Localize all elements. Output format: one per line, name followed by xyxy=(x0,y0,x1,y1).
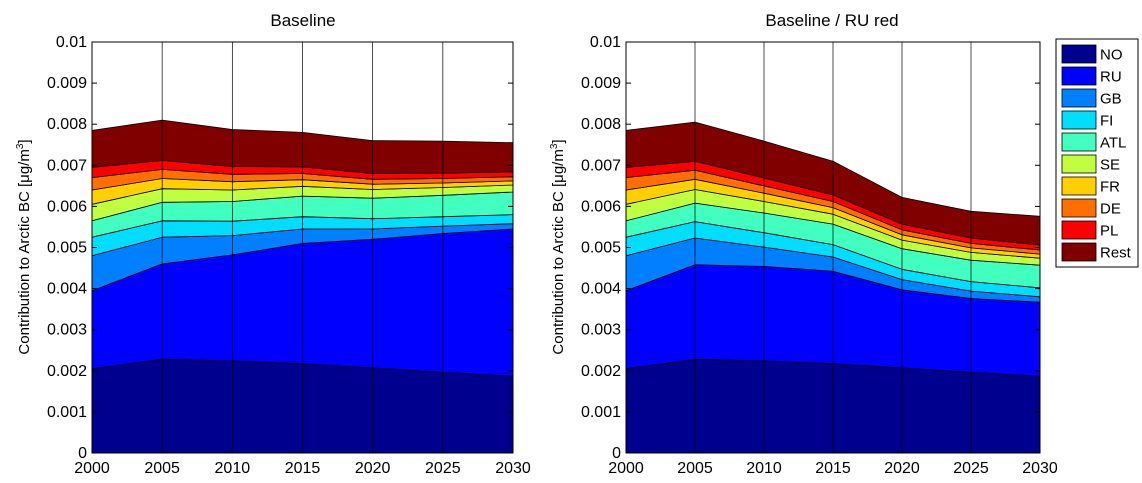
y-tick-label: 0.002 xyxy=(581,363,621,380)
x-axis-ticks: 2000 2005 2010 2015 2020 2025 2030 xyxy=(608,448,1058,477)
legend-label-se: SE xyxy=(1100,157,1120,174)
y-axis-label: Contribution to Arctic BC [μg/m3] xyxy=(15,139,33,354)
y-tick-label: 0.006 xyxy=(581,198,621,215)
x-tick-label: 2020 xyxy=(884,460,920,477)
y-axis-ticks: 0 0.001 0.002 0.003 0.004 0.005 0.006 0.007 0.00… xyxy=(581,34,1040,462)
legend-label-fr: FR xyxy=(1100,179,1120,196)
y-axis-label-main: Contribution to Arctic BC [ xyxy=(16,182,33,355)
y-axis-label-sup: 3 xyxy=(15,143,26,149)
y-tick-label: 0.003 xyxy=(581,322,621,339)
x-tick-label: 2025 xyxy=(425,460,461,477)
x-tick-label: 2025 xyxy=(953,460,989,477)
legend-label-no: NO xyxy=(1100,47,1123,64)
legend-swatch-gb xyxy=(1061,88,1097,108)
x-tick-label: 2000 xyxy=(74,460,110,477)
y-axis-label: Contribution to Arctic BC [μg/m3] xyxy=(549,139,567,354)
y-tick-label: 0.004 xyxy=(581,281,621,298)
legend-swatch-fr xyxy=(1061,176,1097,196)
x-tick-label: 2015 xyxy=(815,460,851,477)
x-tick-label: 2030 xyxy=(1022,460,1058,477)
vertical-gridlines xyxy=(161,42,444,453)
y-tick-label: 0.009 xyxy=(581,75,621,92)
y-axis-ticks: 0 0.001 0.002 0.003 0.004 0.005 0.006 0.007 0.00… xyxy=(47,34,513,462)
y-tick-label: 0.007 xyxy=(581,157,621,174)
legend-label-ru: RU xyxy=(1100,69,1122,86)
y-tick-label: 0.008 xyxy=(47,116,87,133)
y-tick-label: 0.004 xyxy=(47,281,87,298)
y-tick-label: 0.01 xyxy=(590,34,621,51)
legend-swatch-de xyxy=(1061,198,1097,218)
y-tick-label: 0.008 xyxy=(581,116,621,133)
vertical-gridlines xyxy=(694,42,972,453)
legend-swatch-pl xyxy=(1061,220,1097,240)
chart-title: Baseline xyxy=(270,11,335,30)
chart-title: Baseline / RU red xyxy=(765,11,898,30)
y-tick-label: 0.005 xyxy=(47,240,87,257)
y-tick-label: 0.01 xyxy=(56,34,87,51)
y-axis-label-main: Contribution to Arctic BC [ xyxy=(550,182,567,355)
y-tick-label: 0.003 xyxy=(47,322,87,339)
y-axis-label-sup: 3 xyxy=(549,143,560,149)
legend-swatch-atl xyxy=(1061,132,1097,152)
y-axis-label-close: ] xyxy=(550,139,567,143)
y-axis-label-unit: μg/m xyxy=(550,149,567,183)
y-tick-label: 0.006 xyxy=(47,198,87,215)
x-tick-label: 2020 xyxy=(355,460,391,477)
legend-label-rest: Rest xyxy=(1100,245,1132,262)
x-tick-label: 2010 xyxy=(746,460,782,477)
chart-panel-baseline: Baseline 0 0.001 0.002 0.003 0.004 0.005 0.006… xyxy=(15,11,531,477)
y-axis-label-close: ] xyxy=(16,139,33,143)
legend-swatch-ru xyxy=(1061,66,1097,86)
y-tick-label: 0.001 xyxy=(47,404,87,421)
y-tick-label: 0 xyxy=(78,445,87,462)
legend-swatch-rest xyxy=(1061,242,1097,262)
x-tick-label: 2000 xyxy=(608,460,644,477)
x-tick-label: 2015 xyxy=(285,460,321,477)
y-tick-label: 0 xyxy=(612,445,621,462)
y-tick-label: 0.007 xyxy=(47,157,87,174)
x-tick-label: 2010 xyxy=(215,460,251,477)
y-tick-label: 0.002 xyxy=(47,363,87,380)
x-axis-ticks: 2000 2005 2010 2015 2020 2025 2030 xyxy=(74,448,531,477)
y-tick-label: 0.001 xyxy=(581,404,621,421)
x-tick-label: 2005 xyxy=(144,460,180,477)
y-axis-label-unit: μg/m xyxy=(16,149,33,183)
y-tick-label: 0.005 xyxy=(581,240,621,257)
legend-swatch-se xyxy=(1061,154,1097,174)
chart-panel-ru-red: Baseline / RU red 00.0010.0020.0030.0040… xyxy=(549,11,1058,477)
legend-label-atl: ATL xyxy=(1100,135,1126,152)
y-tick-label: 0.009 xyxy=(47,75,87,92)
legend: NO RU GB FI ATL SE FR DE PL Rest xyxy=(1055,38,1139,268)
x-tick-label: 2005 xyxy=(677,460,713,477)
legend-label-fi: FI xyxy=(1100,113,1113,130)
x-tick-label: 2030 xyxy=(495,460,531,477)
legend-items: NO RU GB FI ATL SE FR DE PL Rest xyxy=(1061,44,1132,262)
legend-label-gb: GB xyxy=(1100,91,1122,108)
legend-label-pl: PL xyxy=(1100,223,1118,240)
legend-swatch-no xyxy=(1061,44,1097,64)
legend-swatch-fi xyxy=(1061,110,1097,130)
legend-label-de: DE xyxy=(1100,201,1121,218)
